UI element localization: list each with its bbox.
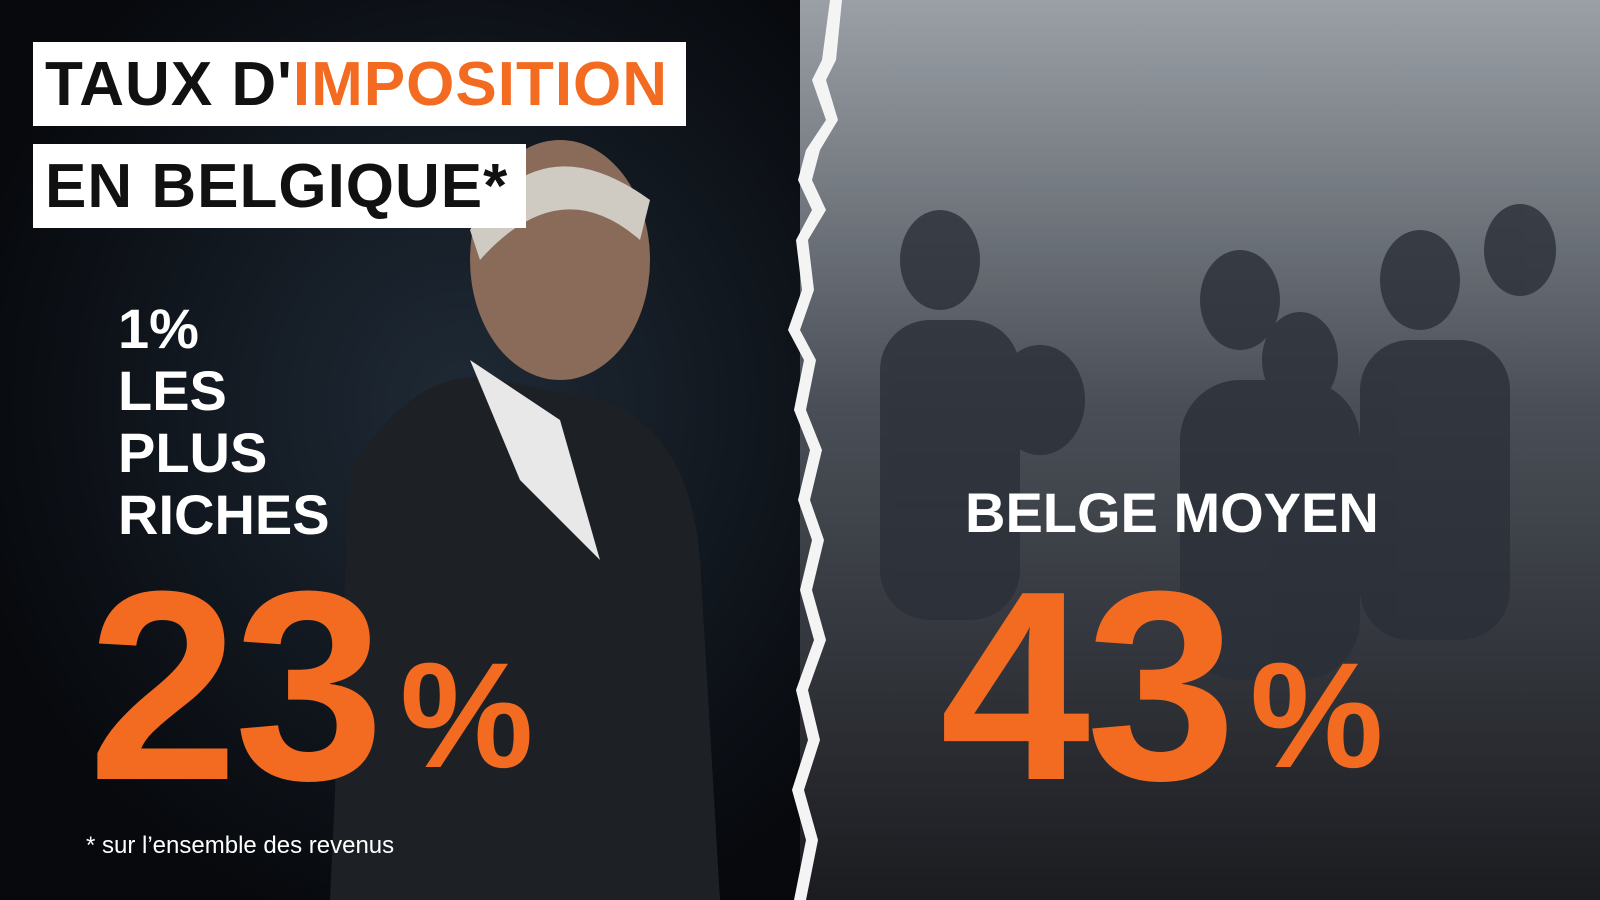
label-line: PLUS [118,421,268,484]
right-unit: % [1250,631,1384,799]
title-accent: IMPOSITION [292,50,669,119]
title-text: EN BELGIQUE* [45,152,509,221]
crowd-silhouettes [880,204,1556,680]
title-text: TAUX D' [45,50,293,119]
title-line-2: EN BELGIQUE* [33,144,527,228]
left-unit: % [400,631,534,799]
right-number: 43 [940,536,1236,837]
left-label: 1% LES PLUS RICHES [118,298,330,546]
title-line-1: TAUX D'IMPOSITION [33,42,687,126]
footnote: * sur l’ensemble des revenus [86,832,395,859]
right-label: BELGE MOYEN [965,481,1379,544]
label-line: LES [118,359,227,422]
torn-edge [788,0,842,900]
left-number: 23 [88,536,384,837]
label-line: 1% [118,297,199,360]
label-line: RICHES [118,483,330,546]
